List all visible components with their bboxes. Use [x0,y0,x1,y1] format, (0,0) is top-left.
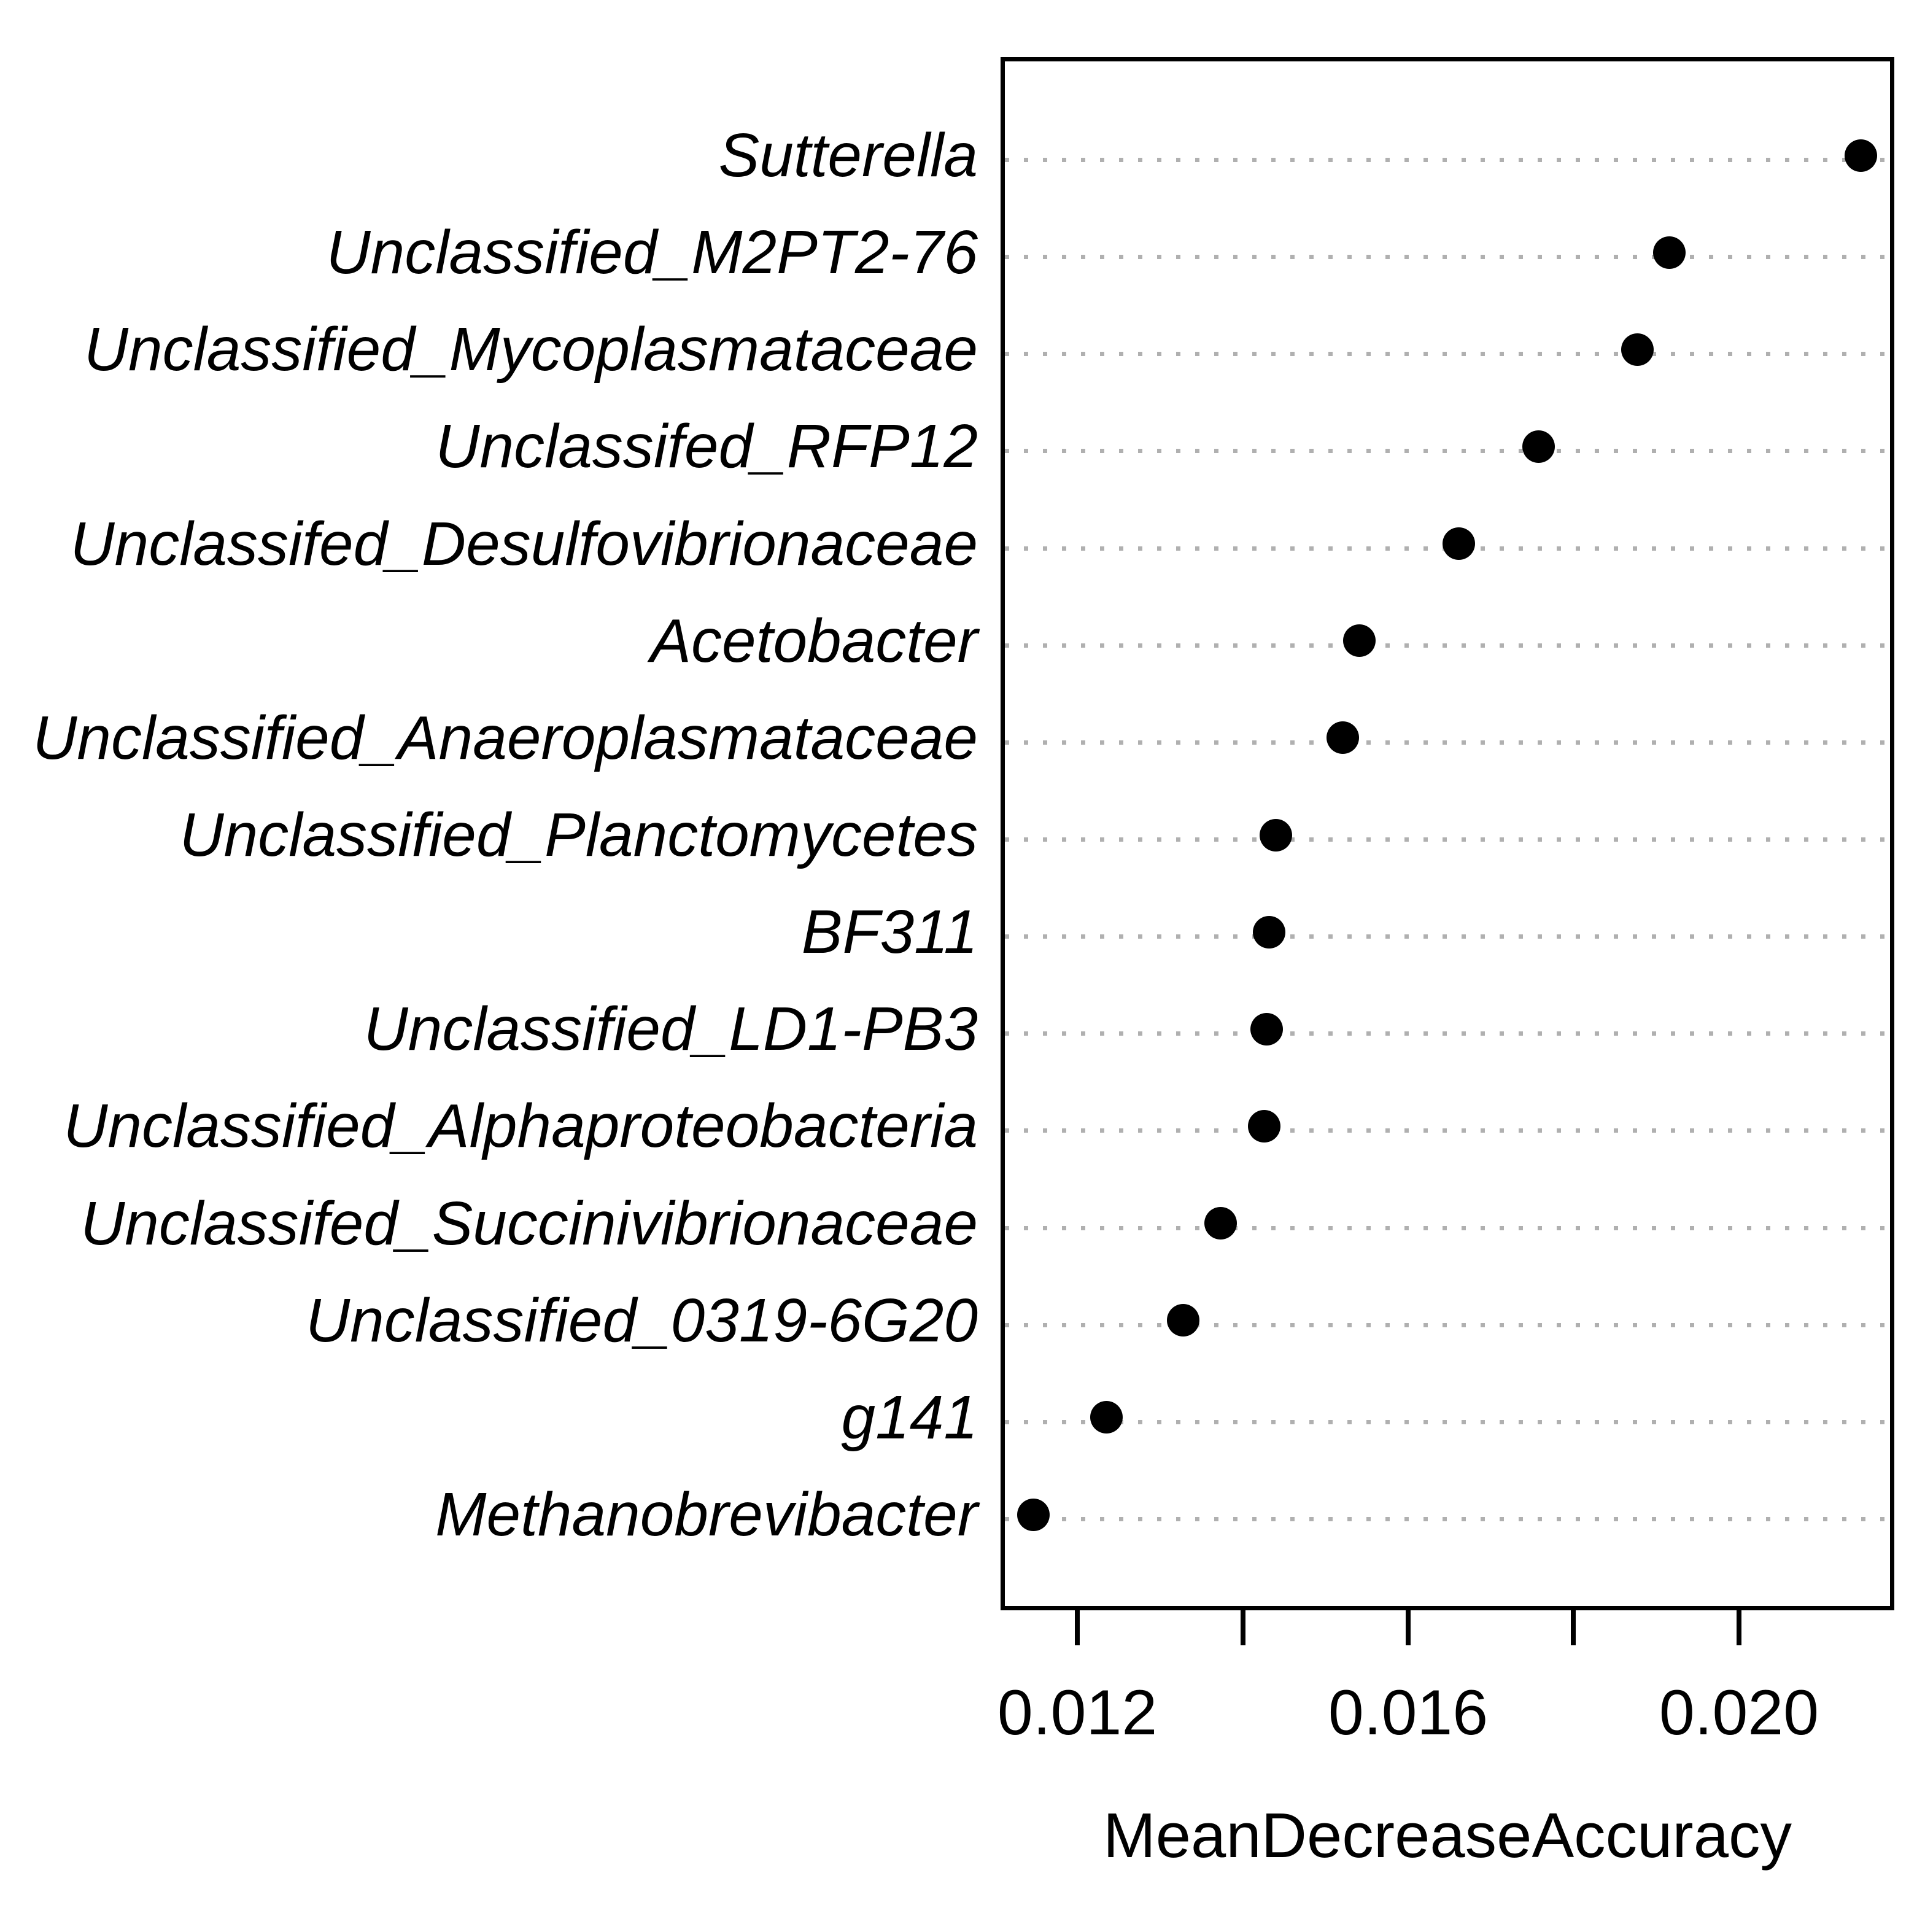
data-point [1259,818,1292,852]
x-axis-tick [1571,1610,1576,1645]
gridline [1005,1322,1890,1327]
taxon-label: Unclassified_Anaeroplasmataceae [33,703,978,772]
data-point [1844,139,1877,172]
gridline [1005,158,1890,162]
x-axis-tick [1075,1610,1080,1645]
taxon-label: Unclassified_Planctomycetes [179,801,978,869]
data-point [1327,721,1360,755]
taxon-label: Unclassified_Alphaproteobacteria [63,1092,978,1161]
taxon-label: Unclassified_0319-6G20 [305,1286,978,1355]
gridline [1005,643,1890,648]
x-axis-tick-label: 0.020 [1659,1677,1819,1748]
taxon-label: BF311 [801,898,978,967]
data-point [1522,430,1555,463]
gridline [1005,1031,1890,1036]
gridline [1005,352,1890,357]
taxon-label: Unclassified_LD1-PB3 [363,995,978,1064]
taxon-label: Unclassifed_RFP12 [435,412,978,481]
taxon-label: Unclassified_Mycoplasmataceae [83,315,978,384]
taxon-label: Unclassified_M2PT2-76 [326,218,978,287]
gridline [1005,837,1890,842]
data-point [1017,1498,1050,1531]
data-point [1248,1109,1281,1143]
taxon-label: Unclassifed_Succinivibrionaceae [80,1189,978,1258]
x-axis-tick [1736,1610,1741,1645]
x-axis-title: MeanDecreaseAccuracy [1102,1800,1792,1871]
data-point [1621,333,1654,366]
gridline [1005,934,1890,939]
gridline [1005,449,1890,454]
x-axis-tick-label: 0.016 [1328,1677,1489,1748]
taxon-label: Acetobacter [650,606,978,675]
data-point [1167,1304,1199,1337]
x-axis-tick-label: 0.012 [997,1677,1158,1748]
gridline [1005,740,1890,745]
data-point [1090,1401,1123,1434]
taxon-label: Methanobrevibacter [435,1480,978,1549]
data-point [1204,1207,1237,1240]
data-point [1653,236,1686,269]
x-axis-tick [1240,1610,1245,1645]
plot-area [1001,57,1894,1610]
data-point [1253,915,1286,949]
gridline [1005,1419,1890,1424]
data-point [1442,527,1475,561]
taxon-label: Sutterella [718,121,978,190]
gridline [1005,1517,1890,1521]
data-point [1250,1012,1284,1046]
gridline [1005,1128,1890,1133]
gridline [1005,1225,1890,1230]
gridline [1005,255,1890,260]
x-axis-tick [1405,1610,1411,1645]
taxon-label: Unclassifed_Desulfovibrionaceae [70,509,978,578]
data-point [1343,624,1376,658]
taxon-label: g141 [841,1383,978,1452]
